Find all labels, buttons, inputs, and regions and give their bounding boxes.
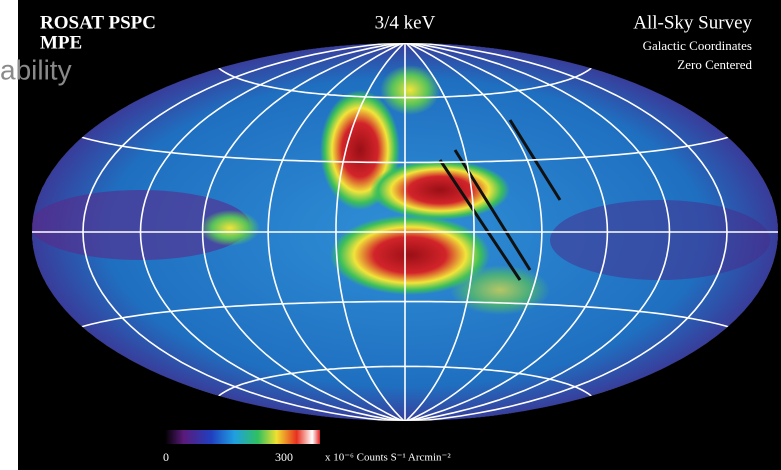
colorbar-label: 300 <box>275 450 293 464</box>
right-title: All-Sky Survey <box>633 12 752 33</box>
colorbar-units: x 10⁻⁶ Counts S⁻¹ Arcmin⁻² <box>325 452 451 464</box>
background-text: ability <box>0 54 72 85</box>
center-title: 3/4 keV <box>375 12 436 33</box>
colorbar-label: 0 <box>163 450 169 464</box>
colorbar <box>165 430 320 444</box>
page: ability ROSAT PSPC MPE 3/4 keV All-Sky S… <box>0 0 781 470</box>
right-line: Zero Centered <box>677 57 752 72</box>
left-title: ROSAT PSPC <box>40 12 156 33</box>
sky-map: ability ROSAT PSPC MPE 3/4 keV All-Sky S… <box>0 0 781 470</box>
left-title: MPE <box>40 32 82 53</box>
right-line: Galactic Coordinates <box>643 38 752 53</box>
